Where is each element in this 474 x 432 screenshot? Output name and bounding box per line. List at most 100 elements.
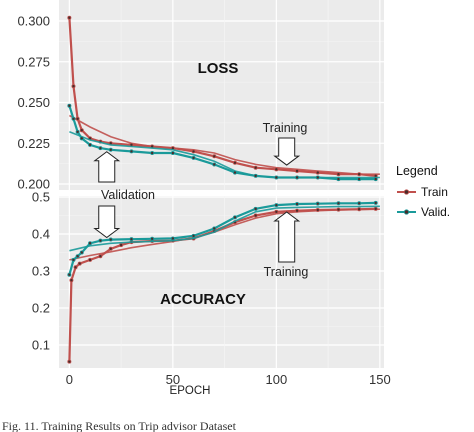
data-point [232, 170, 237, 175]
data-point [119, 243, 124, 248]
data-point [315, 201, 320, 206]
data-point [98, 238, 103, 243]
series-line-train [69, 114, 380, 175]
data-point [232, 160, 237, 165]
data-point [71, 257, 76, 262]
data-point [253, 206, 258, 211]
data-point [75, 254, 80, 259]
series-lines [67, 15, 380, 364]
data-point [212, 154, 217, 159]
data-point [274, 175, 279, 180]
y-tick-label: 0.5 [32, 190, 50, 205]
data-point [274, 209, 279, 214]
data-point [129, 237, 134, 242]
data-point [315, 175, 320, 180]
legend-key-point [403, 189, 410, 195]
data-point [75, 116, 80, 121]
data-point [108, 147, 113, 152]
data-point [88, 142, 93, 147]
figure-caption: Fig. 11. Training Results on Trip adviso… [2, 419, 237, 432]
data-point [79, 250, 84, 255]
loss-panel-title: LOSS [198, 60, 239, 77]
validation-arrow-down [93, 205, 121, 239]
data-point [373, 177, 378, 182]
data-point [98, 254, 103, 259]
data-point [191, 233, 196, 238]
legend-label: Train [421, 185, 448, 199]
legend-title: Legend [396, 164, 438, 178]
data-point [274, 203, 279, 208]
data-point [67, 103, 72, 108]
data-point [295, 202, 300, 207]
loss-training-arrow [273, 137, 301, 166]
axis-ticks: 0.200 0.225 0.250 0.275 0.300 0.1 0.2 0.3 0.4 0.5… [17, 14, 390, 388]
y-tick-label: 0.1 [32, 338, 50, 353]
data-point [79, 128, 84, 133]
legend: Legend Train Valid. [396, 164, 450, 219]
data-point [67, 15, 72, 20]
data-point [88, 257, 93, 262]
data-point [336, 201, 341, 206]
data-point [373, 200, 378, 205]
data-point [108, 237, 113, 242]
data-point [212, 162, 217, 167]
data-point [88, 241, 93, 246]
x-tick-label: 150 [369, 372, 391, 387]
data-point [73, 265, 78, 270]
data-point [232, 215, 237, 220]
data-point [150, 236, 155, 241]
data-point [191, 155, 196, 160]
x-tick-label: 0 [66, 372, 73, 387]
data-point [71, 84, 76, 89]
accuracy-training-arrow [273, 211, 301, 263]
data-point [357, 201, 362, 206]
data-point [69, 278, 74, 283]
validation-annotation-label: Validation [101, 188, 155, 202]
y-tick-label: 0.4 [32, 227, 50, 242]
data-point [67, 272, 72, 277]
y-tick-label: 0.225 [17, 136, 50, 151]
data-point [170, 236, 175, 241]
data-point [129, 149, 134, 154]
loss-training-annotation-label: Training [263, 121, 308, 135]
data-point [77, 261, 82, 266]
data-point [274, 167, 279, 172]
data-point [295, 208, 300, 213]
accuracy-panel-title: ACCURACY [160, 291, 246, 308]
validation-arrow-up [93, 151, 121, 183]
y-tick-label: 0.300 [17, 14, 50, 29]
data-point [253, 165, 258, 170]
data-point [98, 146, 103, 151]
annotations [93, 137, 301, 263]
y-tick-label: 0.2 [32, 301, 50, 316]
legend-items: Train Valid. [397, 185, 450, 219]
x-axis-title: EPOCH [170, 385, 211, 397]
data-point [295, 168, 300, 173]
series-epoch-line-valid [68, 201, 376, 275]
data-point [357, 177, 362, 182]
data-point [295, 175, 300, 180]
data-point [336, 177, 341, 182]
data-point [108, 246, 113, 251]
data-point [71, 116, 76, 121]
legend-key-point [403, 209, 410, 215]
data-point [315, 170, 320, 175]
data-point [357, 172, 362, 177]
grid-lines [59, 0, 384, 368]
x-tick-label: 100 [266, 372, 288, 387]
y-tick-label: 0.275 [17, 54, 50, 69]
data-point [212, 226, 217, 231]
accuracy-training-annotation-label: Training [264, 265, 309, 279]
series-line-valid [69, 205, 380, 252]
data-point [191, 149, 196, 154]
y-tick-label: 0.3 [32, 264, 50, 279]
data-point [315, 207, 320, 212]
data-point [373, 206, 378, 211]
data-point [67, 359, 72, 364]
y-tick-label: 0.250 [17, 95, 50, 110]
data-point [150, 151, 155, 156]
data-point [170, 151, 175, 156]
legend-label: Valid. [421, 205, 450, 219]
data-point [253, 213, 258, 218]
